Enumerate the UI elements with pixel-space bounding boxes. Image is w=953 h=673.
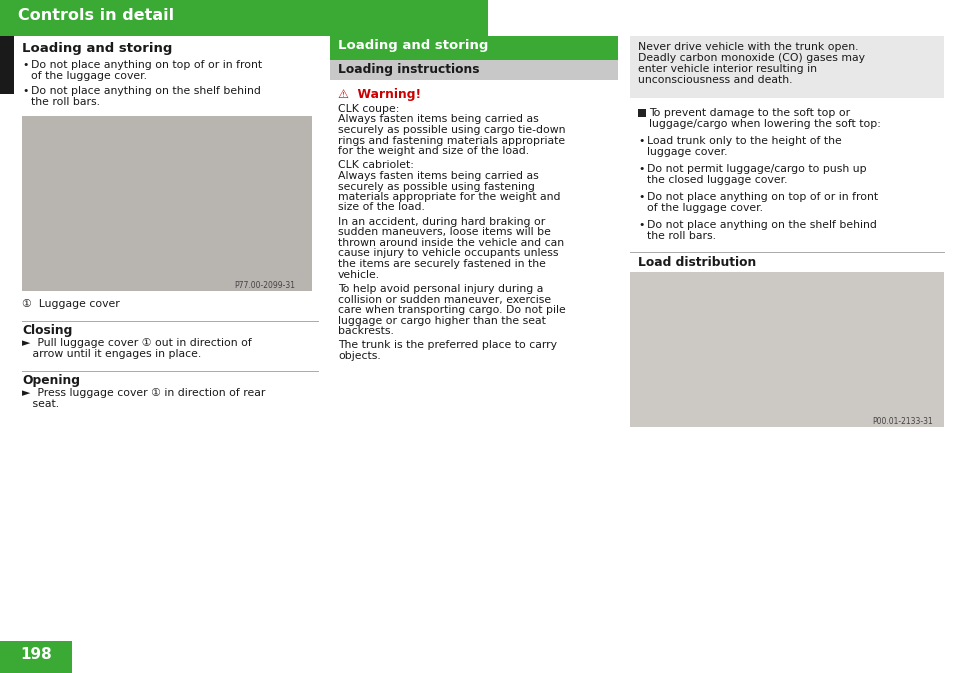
Bar: [330, 36, 618, 60]
Text: thrown around inside the vehicle and can: thrown around inside the vehicle and can: [337, 238, 563, 248]
Text: arrow until it engages in place.: arrow until it engages in place.: [22, 349, 201, 359]
Text: ⚠  Warning!: ⚠ Warning!: [337, 88, 420, 101]
Bar: [638, 109, 645, 117]
Text: seat.: seat.: [22, 399, 59, 409]
Text: of the luggage cover.: of the luggage cover.: [30, 71, 147, 81]
Text: the items are securely fastened in the: the items are securely fastened in the: [337, 259, 545, 269]
Text: of the luggage cover.: of the luggage cover.: [646, 203, 762, 213]
Text: Loading instructions: Loading instructions: [337, 63, 479, 76]
Text: Closing: Closing: [22, 324, 72, 337]
Text: Do not place anything on top of or in front: Do not place anything on top of or in fr…: [30, 60, 262, 70]
Text: cause injury to vehicle occupants unless: cause injury to vehicle occupants unless: [337, 248, 558, 258]
Text: securely as possible using cargo tie-down: securely as possible using cargo tie-dow…: [337, 125, 565, 135]
Text: unconsciousness and death.: unconsciousness and death.: [638, 75, 792, 85]
Text: Deadly carbon monoxide (CO) gases may: Deadly carbon monoxide (CO) gases may: [638, 53, 864, 63]
Text: •: •: [638, 220, 643, 230]
Text: Do not place anything on top of or in front: Do not place anything on top of or in fr…: [646, 192, 877, 202]
Text: •: •: [638, 192, 643, 202]
Text: 198: 198: [20, 647, 51, 662]
Text: materials appropriate for the weight and: materials appropriate for the weight and: [337, 192, 560, 202]
Text: enter vehicle interior resulting in: enter vehicle interior resulting in: [638, 64, 816, 74]
Text: Opening: Opening: [22, 374, 80, 387]
Text: Controls in detail: Controls in detail: [18, 8, 174, 23]
Text: ►  Press luggage cover ① in direction of rear: ► Press luggage cover ① in direction of …: [22, 388, 265, 398]
Text: Loading and storing: Loading and storing: [337, 39, 488, 52]
Text: Never drive vehicle with the trunk open.: Never drive vehicle with the trunk open.: [638, 42, 858, 52]
Text: ►  Pull luggage cover ① out in direction of: ► Pull luggage cover ① out in direction …: [22, 338, 252, 348]
Text: Loading and storing: Loading and storing: [22, 42, 172, 55]
Text: P00.01-2133-31: P00.01-2133-31: [871, 417, 932, 426]
Text: Do not place anything on the shelf behind: Do not place anything on the shelf behin…: [30, 86, 260, 96]
Text: P77.00-2099-31: P77.00-2099-31: [233, 281, 294, 290]
Text: securely as possible using fastening: securely as possible using fastening: [337, 182, 535, 192]
Text: •: •: [22, 60, 29, 70]
Text: the roll bars.: the roll bars.: [646, 231, 716, 241]
Text: Do not place anything on the shelf behind: Do not place anything on the shelf behin…: [646, 220, 876, 230]
Bar: [22, 116, 312, 291]
Text: size of the load.: size of the load.: [337, 203, 424, 213]
Text: Do not permit luggage/cargo to push up: Do not permit luggage/cargo to push up: [646, 164, 865, 174]
Text: sudden maneuvers, loose items will be: sudden maneuvers, loose items will be: [337, 227, 550, 238]
Text: care when transporting cargo. Do not pile: care when transporting cargo. Do not pil…: [337, 305, 565, 315]
Text: •: •: [638, 164, 643, 174]
Text: The trunk is the preferred place to carry: The trunk is the preferred place to carr…: [337, 341, 557, 351]
Text: luggage/cargo when lowering the soft top:: luggage/cargo when lowering the soft top…: [648, 119, 880, 129]
Text: for the weight and size of the load.: for the weight and size of the load.: [337, 146, 529, 156]
Text: CLK coupe:: CLK coupe:: [337, 104, 399, 114]
Text: Load trunk only to the height of the: Load trunk only to the height of the: [646, 136, 841, 146]
Text: collision or sudden maneuver, exercise: collision or sudden maneuver, exercise: [337, 295, 551, 304]
Text: backrests.: backrests.: [337, 326, 394, 336]
Text: To prevent damage to the soft top or: To prevent damage to the soft top or: [648, 108, 849, 118]
Text: rings and fastening materials appropriate: rings and fastening materials appropriat…: [337, 135, 564, 145]
Text: •: •: [22, 86, 29, 96]
Text: To help avoid personal injury during a: To help avoid personal injury during a: [337, 284, 543, 294]
Text: objects.: objects.: [337, 351, 380, 361]
Text: Load distribution: Load distribution: [638, 256, 756, 269]
Text: •: •: [638, 136, 643, 146]
Text: luggage cover.: luggage cover.: [646, 147, 727, 157]
Text: Always fasten items being carried as: Always fasten items being carried as: [337, 114, 538, 125]
Bar: [330, 60, 618, 80]
Text: the closed luggage cover.: the closed luggage cover.: [646, 175, 786, 185]
Bar: [0, 36, 14, 94]
Bar: [0, 0, 488, 36]
Bar: [0, 641, 71, 673]
Text: luggage or cargo higher than the seat: luggage or cargo higher than the seat: [337, 316, 545, 326]
Text: CLK cabriolet:: CLK cabriolet:: [337, 160, 414, 170]
Text: vehicle.: vehicle.: [337, 269, 379, 279]
Text: Always fasten items being carried as: Always fasten items being carried as: [337, 171, 538, 181]
Bar: [629, 272, 943, 427]
Text: ①  Luggage cover: ① Luggage cover: [22, 299, 120, 309]
Text: In an accident, during hard braking or: In an accident, during hard braking or: [337, 217, 545, 227]
Bar: [629, 36, 943, 98]
Text: the roll bars.: the roll bars.: [30, 97, 100, 107]
